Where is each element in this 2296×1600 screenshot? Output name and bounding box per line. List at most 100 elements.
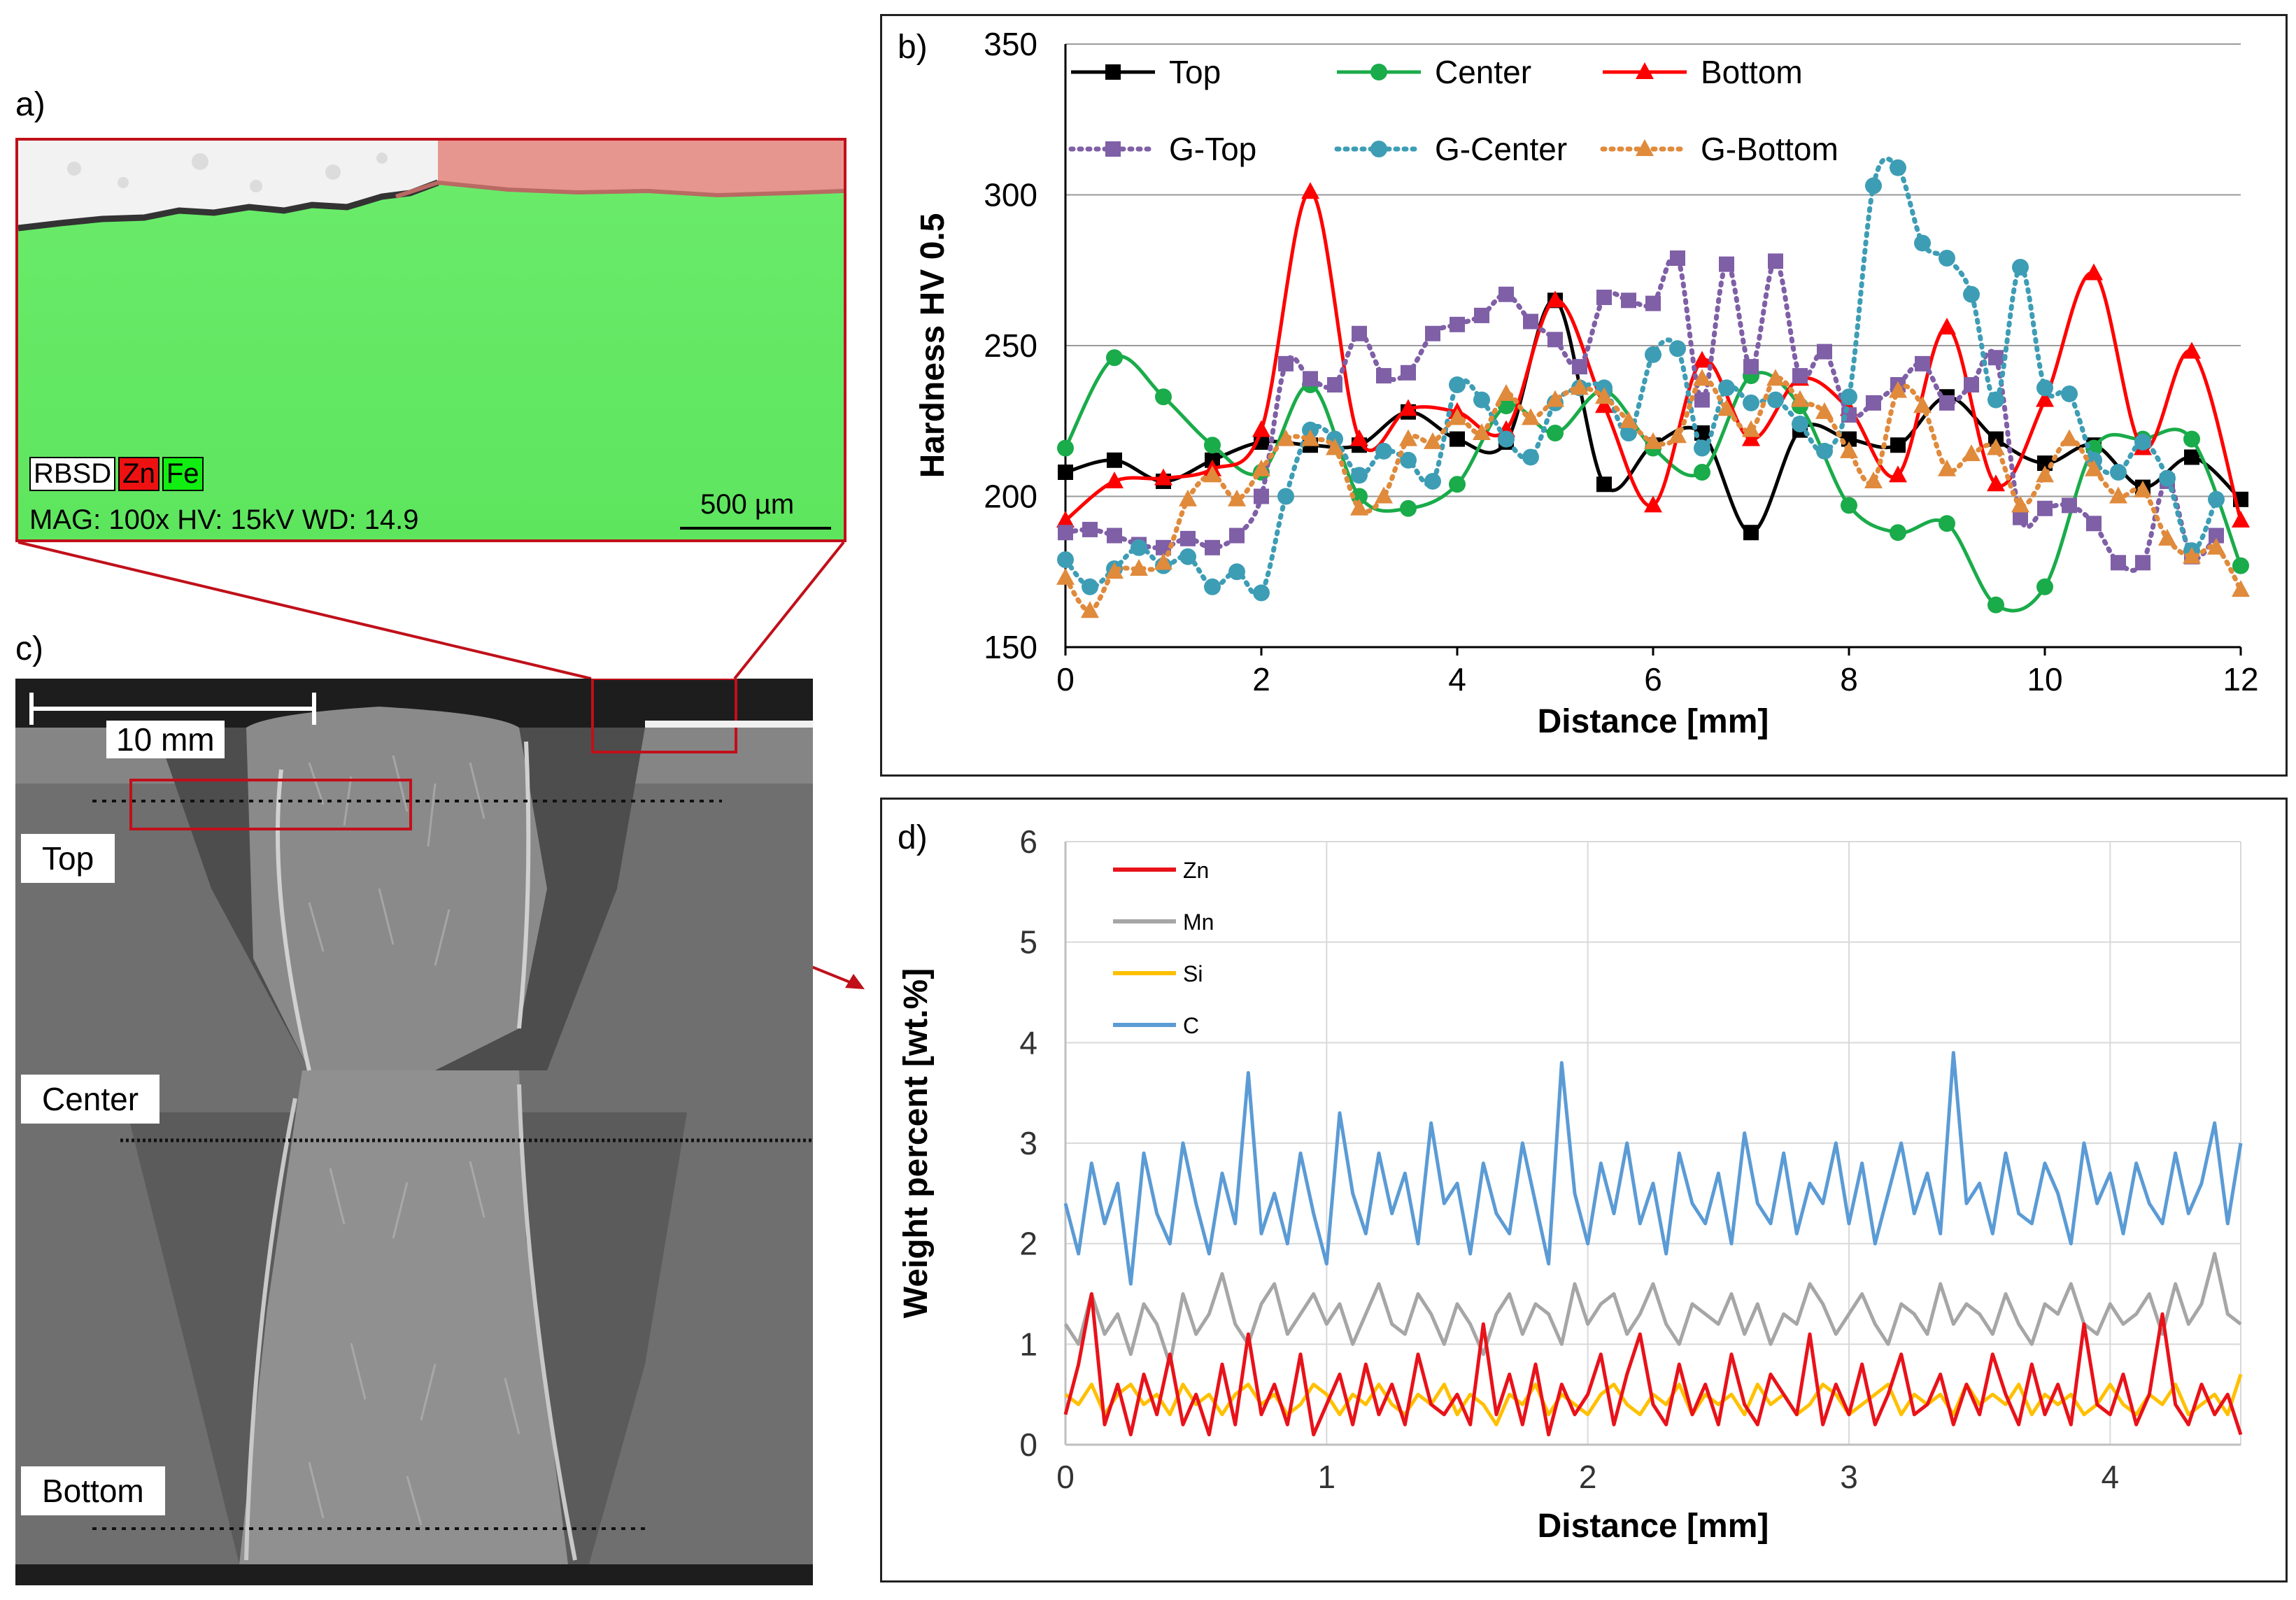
hardness-chart-panel: b) 150 200 250 300 350 0 2 4 6 8 10 12 Distance [mm] H… (880, 14, 2288, 777)
series-line-zn (1063, 1292, 2243, 1437)
data-point-center (1987, 596, 2004, 614)
y-tick-label: 300 (984, 177, 1037, 213)
data-point-g_top (1107, 528, 1122, 544)
data-point-g_bottom (2232, 580, 2250, 597)
data-point-center (1890, 524, 1906, 541)
data-point-g_top (2062, 497, 2077, 514)
fe-tag: Fe (162, 457, 204, 491)
legend-marker-g_top (1105, 141, 1121, 157)
data-point-g_bottom (1644, 432, 1662, 449)
x-tick-label: 8 (1840, 661, 1858, 698)
data-point-g_center (1792, 416, 1808, 433)
data-point-g_top (1229, 528, 1245, 544)
data-point-g_bottom (1301, 429, 1319, 446)
region-label-bottom: Bottom (21, 1466, 165, 1515)
data-point-g_bottom (1448, 408, 1466, 425)
data-point-g_bottom (1228, 489, 1246, 507)
data-point-g_bottom (1938, 459, 1956, 476)
data-point-top (1058, 465, 1073, 481)
weld-macro-image (15, 679, 813, 1585)
y-axis-title: Weight percent [wt.%] (898, 968, 935, 1318)
y-tick-label: 150 (984, 629, 1037, 665)
data-point-g_bottom (1277, 429, 1295, 446)
data-point-center (1498, 397, 1515, 415)
data-point-g_top (1988, 350, 2004, 366)
data-point-g_top (1058, 525, 1073, 541)
x-tick-label: 0 (1056, 1459, 1075, 1495)
data-point-g_top (1450, 316, 1465, 332)
series-line-mn (1063, 1252, 2242, 1366)
data-point-g_top (1596, 290, 1612, 306)
data-point-g_center (1767, 391, 1784, 409)
legend-marker-top (1105, 64, 1121, 80)
sem-info: MAG: 100x HV: 15kV WD: 14.9 (29, 504, 419, 535)
data-point-g_center (1718, 379, 1735, 397)
legend-label-g_top: G-Top (1169, 131, 1256, 167)
weld-image-panel: 10 mm Top Center Bottom (15, 679, 813, 1585)
data-point-g_bottom (1326, 438, 1344, 455)
y-tick-label: 2 (1019, 1226, 1037, 1262)
data-point-g_center (1057, 551, 1074, 569)
data-point-g_top (2037, 500, 2053, 516)
data-point-top (1107, 452, 1122, 468)
data-point-g_top (1939, 395, 1955, 411)
data-point-g_bottom (1105, 562, 1124, 579)
data-point-bottom (1154, 468, 1172, 486)
data-point-g_center (2012, 258, 2029, 276)
legend-label-bottom: Bottom (1701, 54, 1803, 90)
data-point-g_bottom (1252, 459, 1270, 476)
data-point-center (1204, 437, 1221, 454)
data-point-g_bottom (1815, 402, 1834, 419)
data-point-top (2184, 449, 2199, 465)
data-point-g_top (1768, 253, 1783, 269)
data-point-bottom (2036, 390, 2054, 407)
legend-label-zn: Zn (1183, 858, 1209, 883)
composition-chart: d) 0 1 2 3 4 5 6 0 1 2 3 4 Distance [mm] Weight percen… (898, 819, 2243, 1545)
data-point-center (1057, 439, 1074, 457)
panel-c-label: c) (15, 630, 43, 667)
data-point-g_top (1645, 295, 1661, 311)
data-point-g_center (2134, 433, 2151, 451)
sem-image-panel: RBSD Zn Fe MAG: 100x HV: 15kV WD: 14.9 5… (15, 138, 846, 542)
data-point-g_top (2209, 528, 2224, 544)
data-point-g_center (2061, 385, 2078, 402)
data-point-bottom (1056, 510, 1075, 528)
data-point-g_bottom (1154, 553, 1172, 570)
data-point-g_top (1866, 395, 1881, 411)
data-point-g_center (1228, 563, 1245, 581)
x-tick-label: 3 (1840, 1459, 1858, 1495)
data-point-g_top (1792, 368, 1808, 384)
data-point-g_bottom (1620, 411, 1638, 428)
data-point-g_bottom (1546, 390, 1564, 407)
data-point-center (1547, 424, 1564, 441)
x-tick-label: 1 (1318, 1459, 1336, 1495)
legend-label-si: Si (1183, 961, 1203, 986)
data-point-g_top (1547, 332, 1563, 348)
data-point-g_top (1670, 250, 1685, 267)
y-tick-label: 1 (1019, 1326, 1037, 1362)
data-point-g_top (2086, 516, 2102, 532)
y-tick-label: 350 (984, 26, 1037, 62)
data-point-g_bottom (1864, 471, 1883, 488)
data-point-g_bottom (2134, 480, 2152, 497)
data-point-g_bottom (1130, 558, 1148, 576)
data-point-g_center (1424, 472, 1441, 490)
data-point-g_bottom (1766, 369, 1785, 386)
data-point-g_bottom (2011, 495, 2029, 513)
composition-chart-panel: d) 0 1 2 3 4 5 6 0 1 2 3 4 Distance [mm] Weight percen… (880, 798, 2288, 1583)
legend-marker-center (1370, 64, 1387, 80)
data-point-g_center (1645, 346, 1661, 363)
data-point-g_center (1400, 451, 1417, 469)
data-point-g_center (1375, 442, 1392, 460)
data-point-top (1596, 476, 1612, 493)
data-point-g_bottom (1399, 429, 1417, 446)
data-point-g_top (1303, 371, 1318, 387)
data-point-g_bottom (1791, 390, 1809, 407)
x-tick-label: 2 (1579, 1459, 1597, 1495)
data-point-g_top (1498, 286, 1514, 302)
rbsd-tag: RBSD (29, 457, 116, 491)
y-tick-label: 0 (1019, 1426, 1037, 1463)
data-point-g_bottom (2060, 429, 2078, 446)
data-point-g_center (1522, 448, 1539, 466)
data-point-g_top (2135, 555, 2150, 571)
